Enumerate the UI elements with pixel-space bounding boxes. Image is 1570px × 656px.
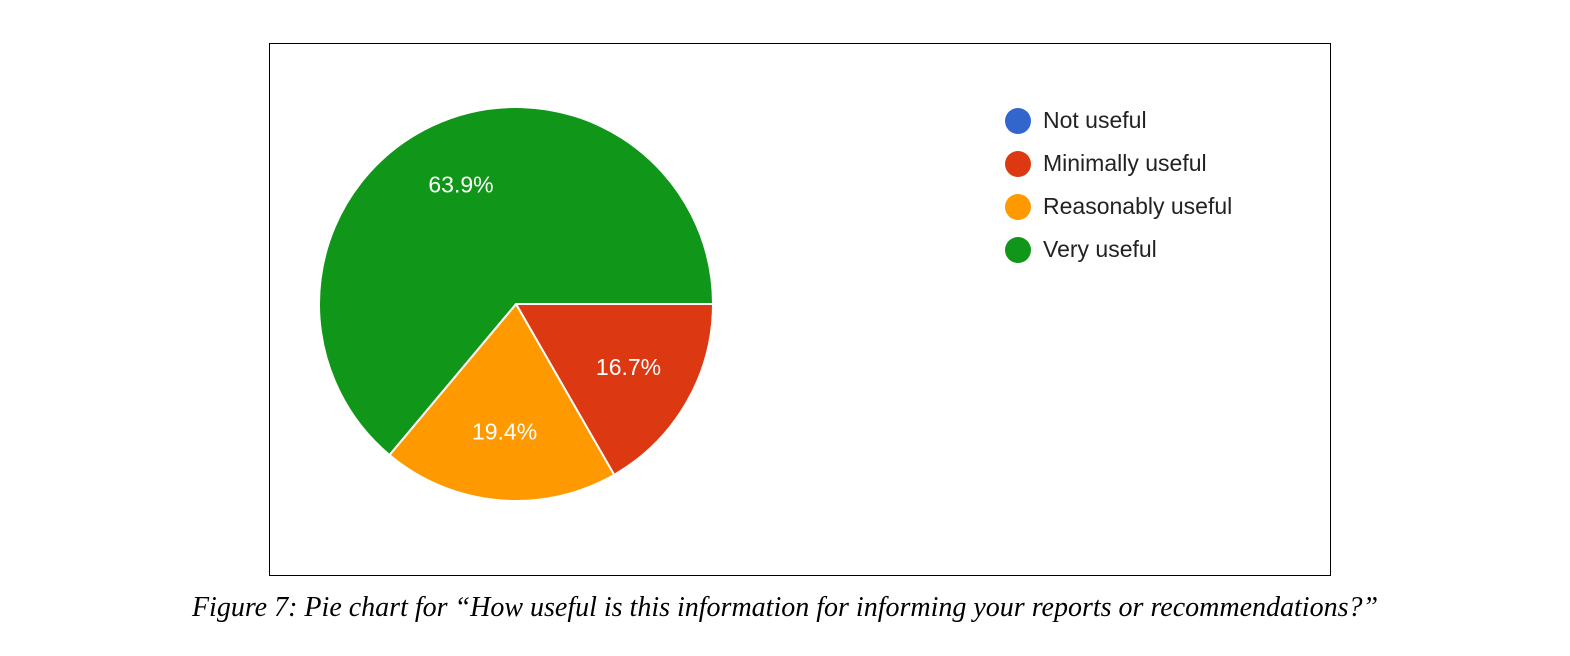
legend-item: Minimally useful bbox=[1005, 142, 1232, 185]
legend-item: Very useful bbox=[1005, 228, 1232, 271]
legend-label: Reasonably useful bbox=[1043, 193, 1233, 219]
chart-frame: 16.7% 19.4% 63.9% Not useful Minimally usef… bbox=[269, 43, 1331, 576]
legend-swatch bbox=[1005, 236, 1031, 263]
slice-value-label: 19.4% bbox=[472, 419, 537, 445]
slice-value-label: 16.7% bbox=[596, 354, 661, 380]
pie-slice-minimally-useful bbox=[514, 303, 715, 477]
legend-item: Not useful bbox=[1005, 99, 1232, 142]
legend-swatch bbox=[1005, 193, 1031, 220]
legend-swatch bbox=[1005, 150, 1031, 177]
figure-caption: Figure 7: Pie chart for “How useful is t… bbox=[191, 592, 1379, 623]
legend-label: Very useful bbox=[1043, 236, 1157, 262]
pie-chart: 16.7% 19.4% 63.9% bbox=[318, 106, 715, 502]
legend-swatch bbox=[1005, 107, 1031, 134]
chart-legend: Not useful Minimally useful Reasonably use… bbox=[1005, 99, 1232, 271]
legend-label: Not useful bbox=[1043, 107, 1147, 133]
slice-value-label: 63.9% bbox=[428, 171, 493, 197]
legend-item: Reasonably useful bbox=[1005, 185, 1232, 228]
legend-label: Minimally useful bbox=[1043, 150, 1207, 176]
pie-slice-very-useful bbox=[318, 106, 715, 457]
pie-slice-reasonably-useful bbox=[388, 302, 616, 502]
